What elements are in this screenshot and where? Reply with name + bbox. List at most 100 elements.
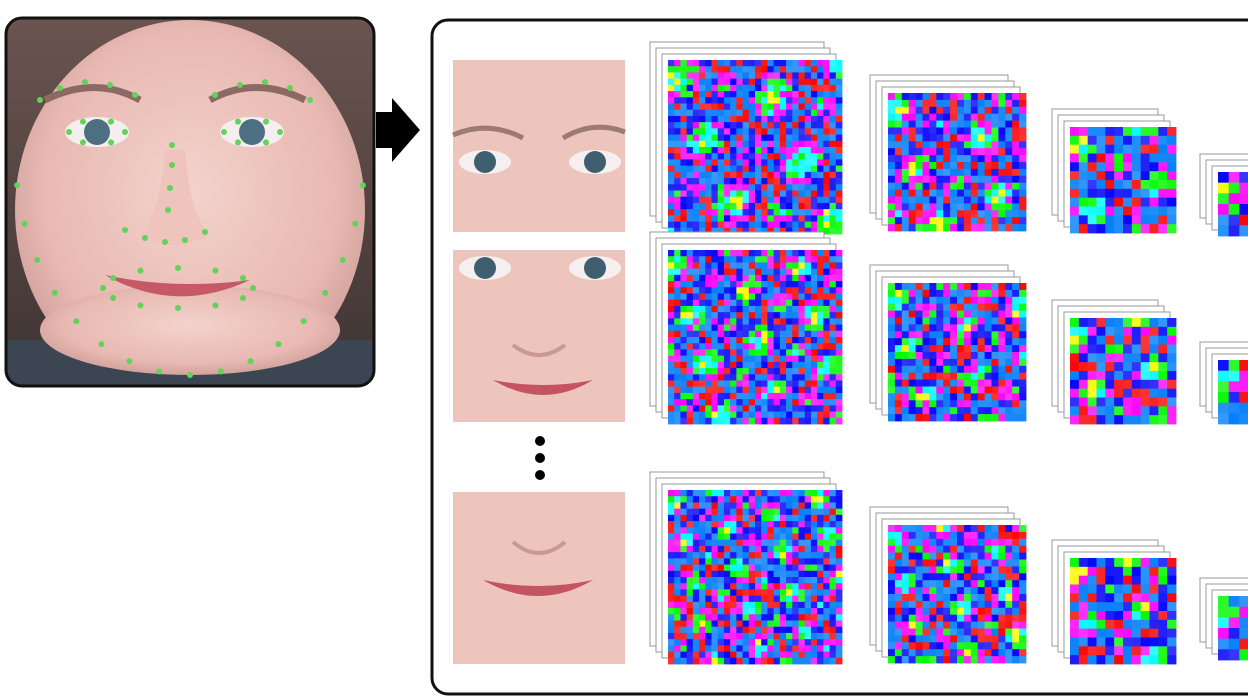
feature-cell: [929, 338, 937, 346]
feature-cell: [761, 361, 768, 369]
feature-cell: [711, 330, 719, 338]
feature-cell: [792, 250, 799, 257]
feature-cell: [723, 502, 731, 510]
feature-cell: [730, 196, 737, 204]
feature-cell: [835, 374, 843, 381]
feature-cell: [773, 349, 781, 357]
feature-cell: [929, 594, 937, 602]
feature-cell: [773, 343, 781, 350]
feature-cell: [711, 128, 719, 135]
feature-cell: [823, 227, 830, 235]
feature-cell: [915, 120, 923, 128]
feature-cell: [699, 78, 706, 86]
feature-cell: [767, 368, 775, 375]
feature-cell: [1114, 558, 1124, 568]
feature-cell: [1005, 407, 1013, 415]
feature-cell: [786, 84, 793, 92]
feature-cell: [767, 361, 775, 369]
feature-cell: [1239, 214, 1248, 226]
feature-cell: [692, 626, 700, 634]
feature-cell: [929, 525, 937, 533]
landmark: [212, 302, 219, 309]
feature-cell: [810, 343, 818, 350]
feature-cell: [730, 527, 737, 534]
feature-cell: [1131, 593, 1142, 603]
feature-cell: [705, 60, 712, 67]
feature-cell: [668, 392, 675, 400]
feature-cell: [723, 399, 731, 406]
feature-cell: [1149, 558, 1159, 568]
feature-cell: [668, 256, 675, 263]
feature-cell: [936, 162, 944, 170]
feature-cell: [977, 358, 985, 367]
feature-cell: [686, 140, 694, 148]
feature-cell: [798, 361, 806, 369]
feature-cell: [1218, 606, 1230, 618]
feature-cell: [915, 400, 923, 408]
feature-cell: [1114, 135, 1124, 146]
feature-cell: [717, 411, 725, 419]
feature-cell: [680, 122, 688, 129]
feature-cell: [1096, 584, 1106, 594]
feature-cell: [817, 60, 824, 67]
feature-cell: [779, 539, 787, 547]
feature-cell: [810, 651, 818, 659]
feature-cell: [888, 559, 896, 567]
feature-cell: [767, 262, 775, 270]
feature-cell: [915, 580, 923, 588]
feature-cell: [998, 649, 1006, 657]
feature-cell: [699, 490, 706, 497]
feature-cell: [894, 155, 903, 163]
feature-cell: [991, 379, 999, 387]
feature-cell: [1019, 310, 1027, 318]
feature-cell: [730, 72, 737, 80]
feature-cell: [798, 392, 806, 400]
feature-cell: [761, 386, 768, 394]
feature-cell: [668, 250, 675, 257]
feature-cell: [1123, 135, 1133, 146]
feature-cell: [963, 600, 972, 609]
feature-cell: [1167, 224, 1177, 234]
feature-cell: [730, 293, 737, 301]
iris: [584, 151, 606, 173]
feature-cell: [829, 632, 837, 640]
feature-cell: [970, 99, 979, 108]
feature-cell: [1070, 379, 1080, 390]
feature-cell: [668, 405, 675, 412]
feature-cell: [692, 508, 700, 516]
feature-cell: [991, 168, 999, 177]
feature-cell: [686, 171, 694, 179]
feature-cell: [773, 299, 781, 307]
feature-cell: [755, 190, 762, 198]
feature-cell: [915, 358, 923, 367]
feature-cell: [779, 392, 787, 400]
feature-cell: [977, 99, 985, 108]
feature-cell: [761, 577, 768, 584]
feature-cell: [998, 127, 1006, 135]
feature-cell: [963, 538, 972, 547]
feature-cell: [957, 628, 965, 636]
feature-cell: [792, 184, 799, 191]
feature-cell: [835, 262, 843, 270]
feature-cell: [957, 573, 965, 581]
feature-cell: [1019, 379, 1027, 387]
feature-cell: [823, 514, 830, 522]
feature-cell: [674, 299, 681, 307]
feature-cell: [963, 175, 972, 184]
feature-cell: [1131, 655, 1142, 665]
feature-cell: [1078, 353, 1089, 363]
feature-cell: [922, 587, 930, 595]
feature-cell: [1012, 196, 1020, 204]
feature-cell: [957, 345, 965, 353]
feature-cell: [748, 368, 756, 375]
feature-cell: [1078, 197, 1089, 207]
feature-cell: [915, 600, 923, 609]
feature-cell: [792, 159, 799, 167]
feature-cell: [936, 614, 944, 622]
landmark: [57, 85, 63, 91]
feature-cell: [810, 122, 818, 129]
feature-cell: [736, 91, 743, 98]
feature-cell: [674, 202, 681, 210]
feature-cell: [1070, 566, 1080, 577]
feature-cell: [823, 343, 830, 350]
